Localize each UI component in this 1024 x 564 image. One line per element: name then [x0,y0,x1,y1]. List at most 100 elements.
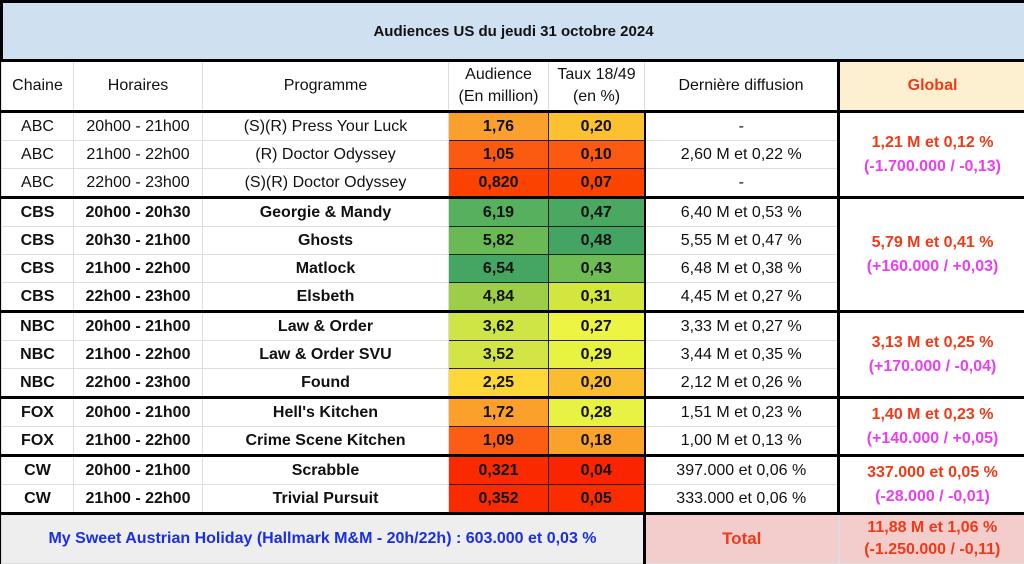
header-chaine: Chaine [2,61,74,112]
cell-chaine: CBS [2,255,74,283]
cell-programme: (R) Doctor Odyssey [203,141,449,169]
cell-taux: 0,07 [549,169,645,198]
cell-chaine: ABC [2,141,74,169]
table-title: Audiences US du jeudi 31 octobre 2024 [2,2,1024,61]
table-row: CBS 20h00 - 20h30 Georgie & Mandy 6,19 0… [2,198,1024,227]
total-delta: (-1.250.000 / -0,11) [864,541,1000,558]
cell-derniere: - [645,112,839,141]
cell-audience: 1,76 [449,112,549,141]
cell-horaire: 20h00 - 20h30 [74,198,203,227]
cell-horaire: 20h00 - 21h00 [74,456,203,485]
cell-horaire: 22h00 - 23h00 [74,169,203,198]
cell-taux: 0,28 [549,398,645,427]
header-audience-line2: (En million) [458,88,538,105]
cell-derniere: 3,44 M et 0,35 % [645,341,839,369]
cell-taux: 0,31 [549,283,645,312]
global-value: 5,79 M et 0,41 % [872,234,994,251]
cell-programme: Trivial Pursuit [203,485,449,514]
cell-global: 337.000 et 0,05 % (-28.000 / -0,01) [839,456,1024,514]
cell-taux: 0,20 [549,369,645,398]
header-global: Global [839,61,1024,112]
cell-audience: 3,62 [449,312,549,341]
header-programme: Programme [203,61,449,112]
header-taux-line2: (en %) [573,88,620,105]
cell-chaine: CW [2,456,74,485]
global-value: 1,21 M et 0,12 % [872,134,994,151]
table-row: ABC 20h00 - 21h00 (S)(R) Press Your Luck… [2,112,1024,141]
cell-horaire: 21h00 - 22h00 [74,427,203,456]
cell-horaire: 21h00 - 22h00 [74,485,203,514]
cell-taux: 0,05 [549,485,645,514]
cell-chaine: CBS [2,283,74,312]
cell-horaire: 21h00 - 22h00 [74,141,203,169]
cell-global: 1,40 M et 0,23 %(+140.000 / +0,05) [839,398,1024,456]
cell-horaire: 21h00 - 22h00 [74,341,203,369]
global-delta: (-28.000 / -0,01) [875,488,990,505]
cell-programme: (S)(R) Press Your Luck [203,112,449,141]
cell-taux: 0,10 [549,141,645,169]
global-delta: (-1.700.000 / -0,13) [864,158,1001,175]
cell-audience: 3,52 [449,341,549,369]
header-audience: Audience (En million) [449,61,549,112]
cell-global: 1,21 M et 0,12 % (-1.700.000 / -0,13) [839,112,1024,198]
cell-derniere: 3,33 M et 0,27 % [645,312,839,341]
cell-derniere: 6,40 M et 0,53 % [645,198,839,227]
global-value: 337.000 et 0,05 % [867,464,998,481]
cell-programme: Matlock [203,255,449,283]
cell-horaire: 20h00 - 21h00 [74,112,203,141]
cell-global: 5,79 M et 0,41 % (+160.000 / +0,03) [839,198,1024,312]
cell-chaine: NBC [2,369,74,398]
cell-programme: Found [203,369,449,398]
cell-derniere: 397.000 et 0,06 % [645,456,839,485]
cell-chaine: ABC [2,169,74,198]
cell-audience: 0,352 [449,485,549,514]
cell-programme: Crime Scene Kitchen [203,427,449,456]
header-horaires: Horaires [74,61,203,112]
cell-taux: 0,47 [549,198,645,227]
total-value: 11,88 M et 1,06 % (-1.250.000 / -0,11) [839,514,1024,564]
header-taux: Taux 18/49(en %) [549,61,645,112]
cell-programme: Law & Order [203,312,449,341]
global-delta: (+140.000 / +0,05) [867,430,999,447]
cell-derniere: 1,51 M et 0,23 % [645,398,839,427]
cell-derniere: 1,00 M et 0,13 % [645,427,839,456]
cell-programme: Elsbeth [203,283,449,312]
cell-audience: 6,54 [449,255,549,283]
cell-horaire: 20h00 - 21h00 [74,312,203,341]
cell-audience: 5,82 [449,227,549,255]
cell-taux: 0,27 [549,312,645,341]
table-row: NBC 20h00 - 21h00 Law & Order 3,62 0,27 … [2,312,1024,341]
cell-horaire: 20h30 - 21h00 [74,227,203,255]
global-value: 3,13 M et 0,25 % [872,334,994,351]
cell-taux: 0,04 [549,456,645,485]
cell-chaine: NBC [2,341,74,369]
cell-derniere: 2,60 M et 0,22 % [645,141,839,169]
cell-chaine: CW [2,485,74,514]
hallmark-note: My Sweet Austrian Holiday (Hallmark M&M … [2,514,645,564]
cell-derniere: 2,12 M et 0,26 % [645,369,839,398]
cell-audience: 0,321 [449,456,549,485]
cell-derniere: - [645,169,839,198]
header-audience-line1: Audience [465,66,532,83]
cell-derniere: 333.000 et 0,06 % [645,485,839,514]
cell-chaine: FOX [2,398,74,427]
global-delta: (+160.000 / +0,03) [867,258,999,275]
cell-programme: Georgie & Mandy [203,198,449,227]
cell-taux: 0,48 [549,227,645,255]
table-row: FOX 20h00 - 21h00 Hell's Kitchen 1,72 0,… [2,398,1024,427]
total-label: Total [645,514,839,564]
global-delta: (+170.000 / -0,04) [869,358,997,375]
cell-programme: Law & Order SVU [203,341,449,369]
cell-derniere: 6,48 M et 0,38 % [645,255,839,283]
cell-taux: 0,20 [549,112,645,141]
total-audience: 11,88 M et 1,06 % [867,519,997,536]
cell-derniere: 4,45 M et 0,27 % [645,283,839,312]
cell-horaire: 22h00 - 23h00 [74,369,203,398]
cell-horaire: 22h00 - 23h00 [74,283,203,312]
cell-chaine: NBC [2,312,74,341]
cell-audience: 0,820 [449,169,549,198]
cell-global: 3,13 M et 0,25 % (+170.000 / -0,04) [839,312,1024,398]
cell-audience: 1,09 [449,427,549,456]
cell-programme: (S)(R) Doctor Odyssey [203,169,449,198]
